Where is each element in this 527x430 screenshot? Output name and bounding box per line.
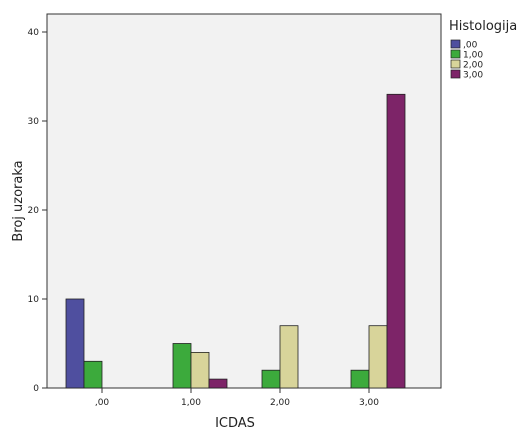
x-axis: ,00 1,00 2,00 3,00 (95, 388, 379, 408)
legend-swatch (450, 49, 461, 59)
bar (172, 343, 192, 389)
legend-label: ,00 (463, 41, 478, 51)
bar (65, 298, 85, 389)
x-tick-label: 1,00 (181, 398, 201, 408)
y-tick-label: 10 (28, 295, 40, 305)
bar (350, 369, 370, 389)
x-tick-label: 2,00 (270, 398, 290, 408)
bar (208, 378, 228, 389)
y-axis: 0 10 20 30 40 (28, 28, 47, 394)
legend-swatch (450, 59, 461, 69)
legend-label: 2,00 (463, 61, 483, 71)
x-tick-label: ,00 (95, 398, 110, 408)
bars-group (65, 93, 406, 389)
legend-label: 1,00 (463, 51, 483, 61)
y-tick-label: 0 (33, 384, 39, 394)
bar (368, 325, 388, 389)
bar (279, 325, 299, 389)
bar (386, 93, 406, 389)
x-tick-label: 3,00 (359, 398, 379, 408)
y-tick-label: 20 (28, 206, 40, 216)
legend-label: 3,00 (463, 71, 483, 81)
y-axis-title: Broj uzoraka (11, 160, 26, 241)
legend-swatch (450, 39, 461, 49)
y-tick-label: 40 (28, 28, 40, 38)
legend-title: Histologija (449, 19, 517, 34)
bar (83, 360, 103, 389)
legend: Histologija ,001,002,003,00 (449, 19, 517, 81)
bar (190, 351, 210, 389)
y-tick-label: 30 (28, 117, 40, 127)
x-axis-title: ICDAS (215, 416, 255, 430)
legend-swatch (450, 69, 461, 79)
bar (261, 369, 281, 389)
